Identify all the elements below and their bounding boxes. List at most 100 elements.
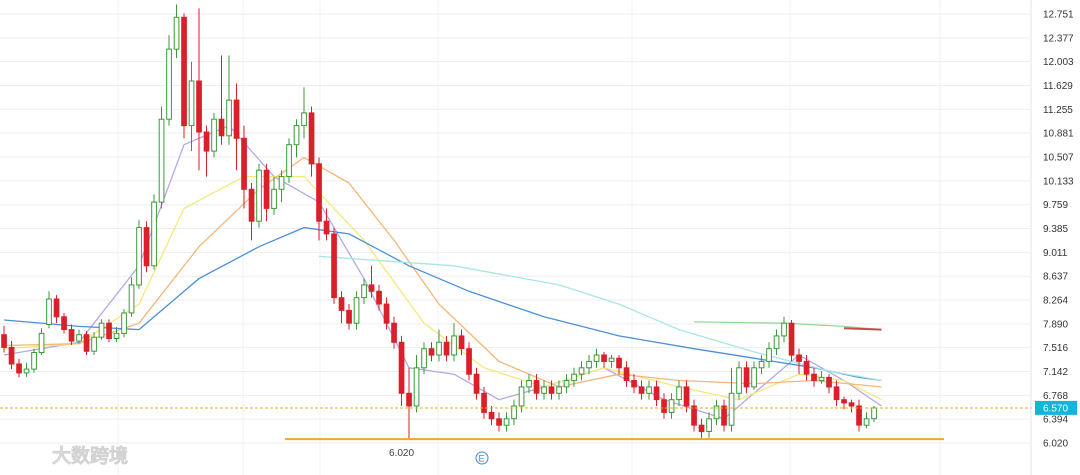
candle-body [676, 386, 682, 401]
candle [106, 319, 112, 343]
candle-body [526, 380, 532, 388]
candles [1, 4, 877, 440]
candle [691, 399, 697, 432]
candle-body [481, 392, 487, 413]
price-tag-bg [1035, 400, 1077, 415]
candle [863, 412, 870, 429]
candle-body [106, 322, 112, 340]
candle [46, 291, 52, 329]
candle [683, 380, 690, 413]
candle [1, 325, 7, 353]
candle-body [188, 80, 195, 127]
candle [338, 291, 345, 324]
candle [781, 316, 787, 343]
candle [413, 355, 420, 413]
y-tick-label: 7.890 [1043, 319, 1068, 330]
candle [488, 406, 495, 426]
candle [451, 323, 457, 362]
ma-line [3, 124, 882, 420]
candle-body [646, 386, 652, 394]
candle-body [53, 298, 60, 318]
candle [68, 324, 75, 345]
candle-body [496, 418, 502, 426]
candle-body [166, 48, 172, 120]
candle-body [736, 367, 742, 394]
candle [616, 355, 622, 375]
candle-body [608, 357, 615, 362]
candle [436, 329, 442, 362]
candle [218, 55, 225, 145]
candle [826, 374, 832, 394]
y-tick-label: 8.637 [1043, 272, 1068, 283]
candle-body [518, 386, 525, 407]
y-tick-label: 6.020 [1043, 439, 1068, 450]
y-tick-label: 11.255 [1043, 105, 1073, 116]
candle [571, 367, 577, 387]
candle-body [301, 112, 307, 127]
candle-body [323, 220, 330, 235]
candle-body [451, 335, 457, 356]
candle [308, 106, 315, 177]
candle-body [308, 112, 315, 165]
candle-body [346, 309, 352, 324]
candle-body [181, 16, 187, 127]
candle-body [773, 335, 780, 350]
candle [443, 335, 450, 362]
candle-body [83, 334, 90, 352]
candle [676, 380, 682, 407]
candle [121, 309, 127, 338]
candle-body [466, 348, 472, 375]
candle [473, 367, 480, 400]
candle-body [398, 341, 405, 394]
candle-body [16, 363, 22, 374]
candle [76, 329, 82, 344]
candle [128, 277, 135, 317]
candle-body [293, 125, 300, 146]
min-price-label: 6.020 [389, 448, 414, 459]
candle-body [46, 298, 52, 325]
candle [841, 396, 847, 410]
candle-body [818, 376, 825, 382]
candle-body [751, 367, 757, 388]
y-tick-label: 10.133 [1043, 176, 1074, 187]
candle [526, 374, 532, 394]
event-marker[interactable]: E [475, 451, 489, 465]
candle-body [428, 348, 435, 356]
current-price-label: 6.570 [1043, 403, 1068, 414]
candle [503, 412, 510, 432]
candle-body [421, 348, 427, 369]
candle [586, 355, 592, 375]
candle-body [811, 373, 817, 382]
candle-body [488, 411, 495, 420]
candle [713, 399, 720, 426]
candle-body [263, 169, 270, 209]
candle [818, 370, 825, 384]
candle-body [781, 322, 787, 337]
candle [203, 125, 210, 177]
candle-body [121, 312, 127, 334]
candle [256, 163, 262, 228]
ma-line [3, 156, 882, 388]
candle [706, 412, 712, 438]
watermark-text: 大数跨境 [52, 444, 128, 467]
candle-body [766, 348, 772, 362]
candle-body [143, 227, 150, 267]
candle-body [113, 332, 120, 339]
candle [196, 8, 202, 171]
candle-body [698, 424, 705, 433]
candle [631, 374, 637, 394]
candle [578, 361, 585, 381]
candle [833, 380, 840, 407]
price-levels [0, 407, 1032, 441]
candle-body [211, 118, 217, 152]
current-price-tag: 6.570 [1035, 400, 1077, 415]
candle [406, 367, 412, 440]
candle [188, 61, 195, 152]
candle-body [136, 227, 142, 286]
watermark-logo-icon [11, 444, 45, 466]
candle-body [158, 118, 165, 203]
candle-body [233, 99, 240, 139]
candle [316, 157, 322, 241]
candle [331, 227, 337, 305]
candle [593, 348, 600, 368]
